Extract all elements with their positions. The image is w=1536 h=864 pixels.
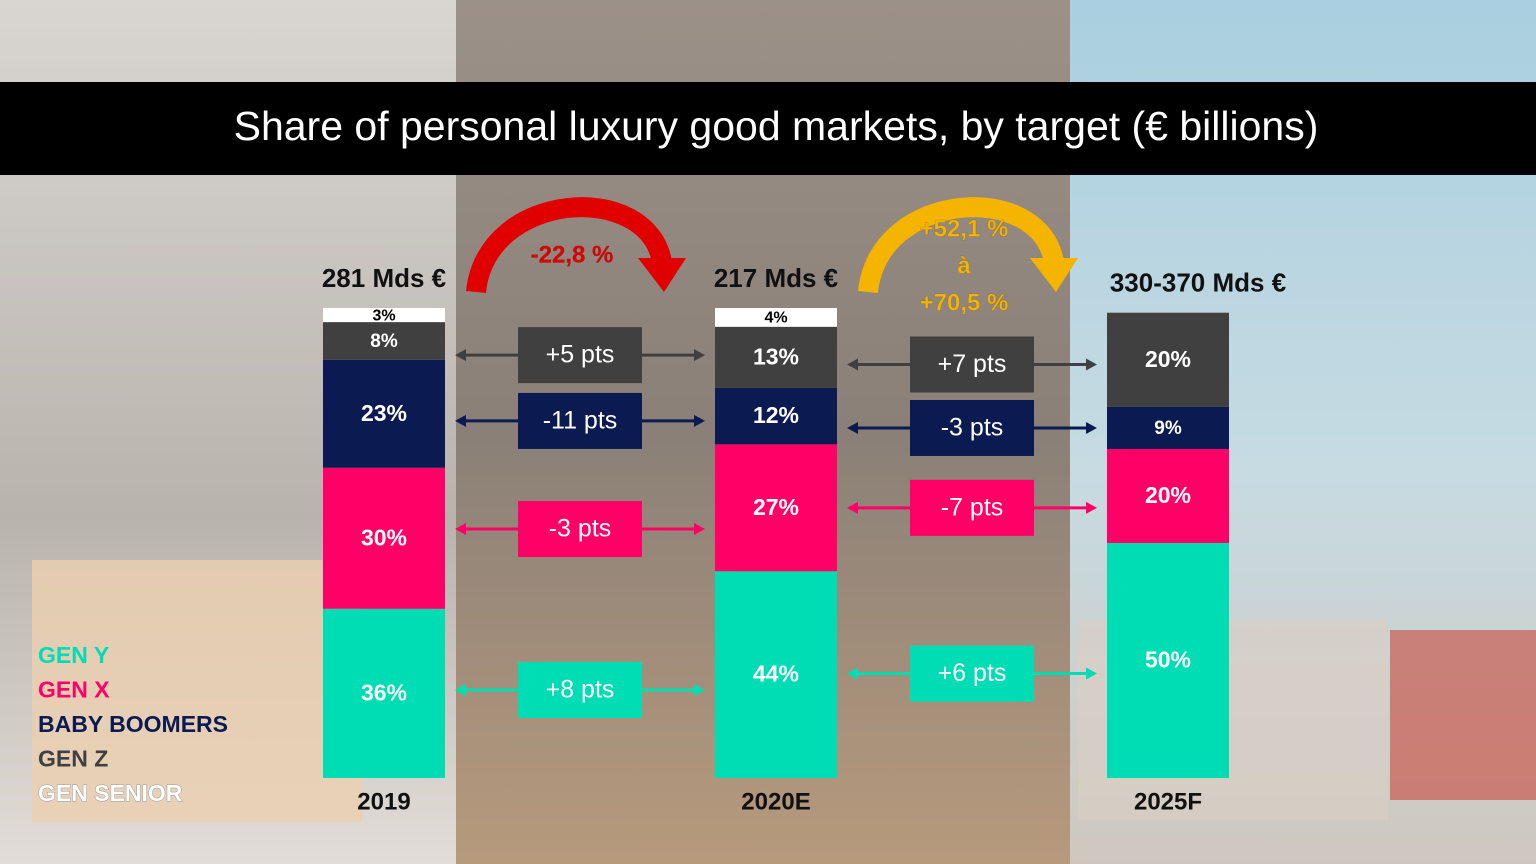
- shift-label: +6 pts: [938, 659, 1007, 687]
- x-tick-label: 2019: [357, 788, 410, 815]
- value-label: 36%: [361, 679, 407, 705]
- total-label: 330-370 Mds €: [1110, 268, 1286, 298]
- total-label: 281 Mds €: [322, 263, 446, 293]
- bar-segment: [1107, 406, 1229, 449]
- value-label: 23%: [361, 400, 407, 426]
- value-label: 50%: [1145, 647, 1191, 673]
- value-label: 30%: [361, 524, 407, 550]
- title-bar: [0, 82, 1536, 175]
- bar-segment: [715, 308, 837, 327]
- legend-entry: GEN X: [38, 677, 110, 703]
- arrow-head: [1086, 421, 1097, 434]
- shift-box: [910, 336, 1034, 393]
- background-photo: [32, 560, 362, 822]
- arrow-head: [1086, 358, 1097, 371]
- legend-entry: GEN SENIOR: [38, 780, 183, 806]
- bar-segment: [323, 308, 445, 323]
- arrow-head: [1030, 258, 1078, 292]
- arrow-head: [455, 349, 466, 362]
- shift-box: [518, 662, 642, 718]
- arrow-head: [1086, 501, 1097, 514]
- bar-segment: [1107, 312, 1229, 407]
- arrow-head: [694, 523, 705, 536]
- value-label: 44%: [753, 661, 799, 687]
- value-label: 20%: [1145, 346, 1191, 372]
- bar-segment: [1107, 449, 1229, 543]
- shift-label: -3 pts: [549, 515, 612, 543]
- arrow-head: [1086, 667, 1097, 680]
- bar-segment: [323, 322, 445, 360]
- shift-box: [910, 645, 1034, 702]
- shift-box: [518, 392, 642, 449]
- growth-label: -22,8 %: [531, 241, 614, 268]
- arrow-head: [455, 414, 466, 427]
- value-label: 20%: [1145, 482, 1191, 508]
- bar-segment: [715, 444, 837, 572]
- value-label: 4%: [764, 310, 787, 327]
- shift-label: +7 pts: [938, 350, 1007, 378]
- chart-title: Share of personal luxury good markets, b…: [234, 103, 1319, 149]
- bar-segment: [323, 467, 445, 609]
- arrow-head: [847, 501, 858, 514]
- bar-segment: [715, 326, 837, 388]
- bar-segment: [715, 387, 837, 445]
- shift-label: +5 pts: [546, 341, 615, 369]
- shift-box: [518, 501, 642, 558]
- x-tick-label: 2025F: [1134, 788, 1202, 815]
- background-photo: [1390, 630, 1536, 800]
- bar-segment: [1107, 543, 1229, 778]
- arrow-head: [455, 523, 466, 536]
- bar-segment: [323, 359, 445, 468]
- value-label: 12%: [753, 402, 799, 428]
- legend-entry: GEN Z: [38, 746, 108, 772]
- arrow-head: [694, 414, 705, 427]
- value-label: 3%: [372, 307, 395, 324]
- arrow-head: [847, 358, 858, 371]
- arrow-head: [694, 684, 705, 696]
- growth-label: +52,1 %: [920, 215, 1009, 242]
- growth-arrow: [466, 197, 672, 294]
- arrow-head: [455, 684, 466, 696]
- shift-label: -7 pts: [941, 493, 1004, 521]
- growth-label: +70,5 %: [920, 289, 1009, 316]
- arrow-head: [638, 258, 686, 292]
- growth-label: à: [957, 252, 971, 279]
- shift-label: +8 pts: [546, 676, 615, 704]
- growth-arrow: [858, 197, 1064, 294]
- chart: 36% 30% 23% 8% 3% 2019 281 Mds € 44% 27% 12% 13% 4%…: [38, 197, 1286, 815]
- shift-box: [910, 399, 1034, 456]
- shift-label: -3 pts: [941, 414, 1004, 442]
- x-tick-label: 2020E: [741, 788, 810, 815]
- arrow-head: [847, 421, 858, 434]
- legend-entry: BABY BOOMERS: [38, 711, 228, 737]
- arrow-head: [847, 667, 858, 680]
- value-label: 9%: [1154, 418, 1182, 439]
- value-label: 27%: [753, 494, 799, 520]
- shift-label: -11 pts: [543, 407, 618, 435]
- arrow-head: [694, 349, 705, 362]
- value-label: 8%: [370, 331, 398, 352]
- legend-entry: GEN Y: [38, 642, 109, 668]
- bar-segment: [715, 571, 837, 778]
- total-label: 217 Mds €: [714, 263, 838, 293]
- value-label: 13%: [753, 343, 799, 369]
- shift-box: [518, 327, 642, 384]
- shift-box: [910, 479, 1034, 536]
- bar-segment: [323, 608, 445, 778]
